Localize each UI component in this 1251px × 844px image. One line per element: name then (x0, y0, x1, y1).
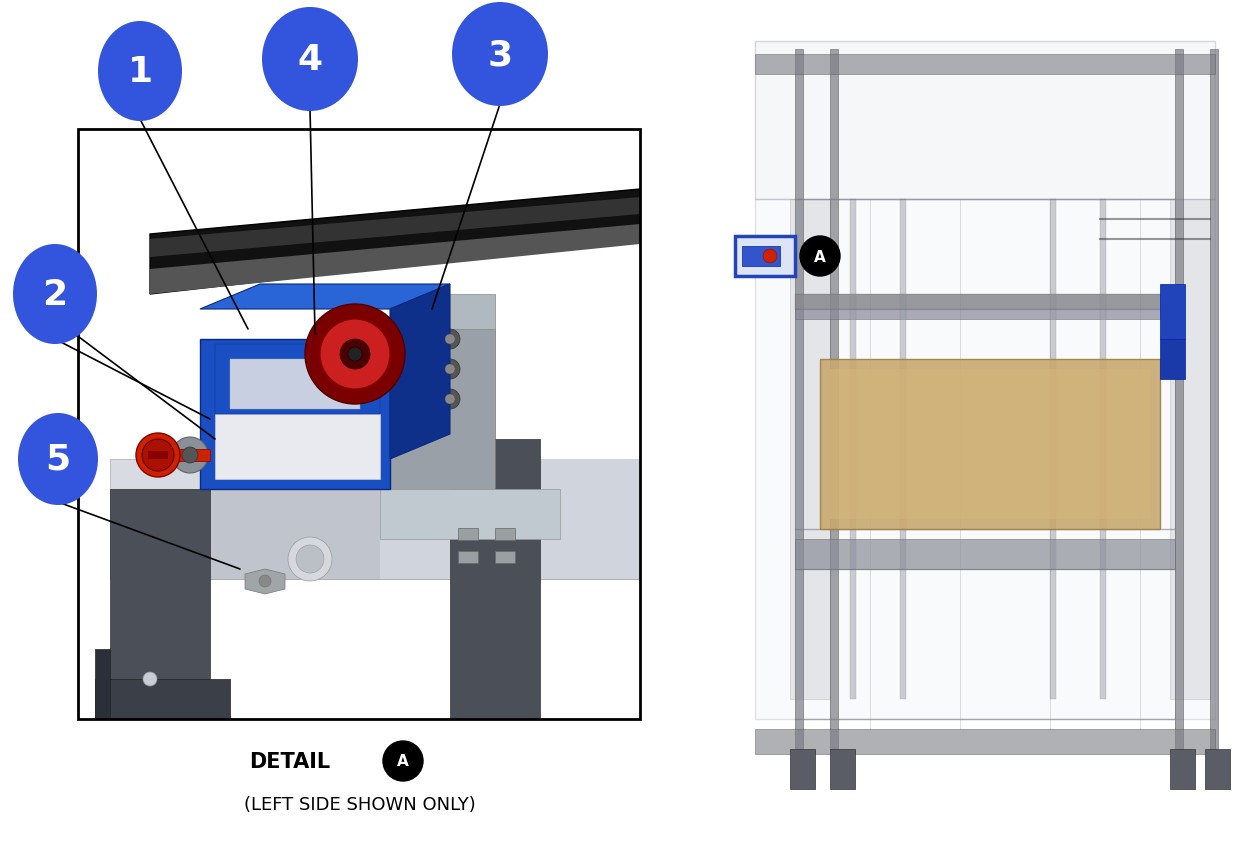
Polygon shape (150, 197, 641, 257)
Polygon shape (495, 551, 515, 563)
Text: (LEFT SIDE SHOWN ONLY): (LEFT SIDE SHOWN ONLY) (244, 795, 475, 813)
Circle shape (259, 576, 271, 587)
Polygon shape (756, 42, 1215, 200)
Polygon shape (1170, 200, 1210, 699)
Text: 3: 3 (488, 38, 513, 72)
Polygon shape (245, 570, 285, 594)
Polygon shape (829, 370, 1150, 519)
Circle shape (445, 394, 455, 404)
Polygon shape (794, 295, 1175, 320)
Circle shape (143, 672, 156, 686)
Polygon shape (1210, 50, 1218, 749)
Ellipse shape (18, 414, 98, 506)
Polygon shape (756, 729, 1215, 754)
Circle shape (143, 440, 174, 472)
Polygon shape (736, 236, 794, 277)
Circle shape (799, 236, 839, 277)
Circle shape (296, 545, 324, 573)
Polygon shape (756, 55, 1215, 75)
Circle shape (305, 305, 405, 404)
Polygon shape (215, 344, 380, 414)
Bar (78, 130, 641, 719)
Polygon shape (380, 490, 560, 539)
Polygon shape (495, 528, 515, 540)
Circle shape (440, 390, 460, 409)
Polygon shape (450, 440, 540, 719)
Polygon shape (756, 200, 1215, 719)
Polygon shape (230, 360, 360, 409)
Polygon shape (110, 490, 210, 699)
Circle shape (288, 538, 332, 582)
Text: 4: 4 (298, 43, 323, 77)
Circle shape (340, 339, 370, 370)
Polygon shape (849, 200, 856, 699)
Polygon shape (458, 528, 478, 540)
Polygon shape (165, 450, 210, 462)
Polygon shape (899, 200, 906, 699)
Polygon shape (390, 330, 495, 490)
Text: A: A (397, 754, 409, 769)
Polygon shape (110, 490, 641, 579)
Text: DETAIL: DETAIL (249, 751, 330, 771)
Polygon shape (794, 539, 1175, 570)
Polygon shape (1100, 200, 1106, 699)
Ellipse shape (261, 8, 358, 112)
Circle shape (348, 348, 362, 361)
Polygon shape (794, 50, 803, 749)
Polygon shape (110, 459, 641, 490)
Polygon shape (1205, 749, 1230, 789)
Polygon shape (1175, 50, 1183, 749)
Polygon shape (1160, 339, 1185, 380)
Polygon shape (200, 339, 390, 490)
Polygon shape (150, 190, 641, 295)
Polygon shape (829, 749, 854, 789)
Bar (681, 30, 1235, 819)
Text: 2: 2 (43, 278, 68, 311)
Polygon shape (148, 452, 168, 459)
Polygon shape (1170, 749, 1195, 789)
Circle shape (320, 320, 390, 390)
Polygon shape (390, 284, 450, 459)
Ellipse shape (98, 22, 181, 122)
Circle shape (445, 365, 455, 375)
Circle shape (440, 330, 460, 349)
Circle shape (763, 250, 777, 263)
Polygon shape (215, 414, 380, 479)
Circle shape (171, 437, 208, 473)
Polygon shape (819, 360, 1160, 529)
Text: 1: 1 (128, 55, 153, 89)
Polygon shape (1050, 200, 1056, 699)
Polygon shape (742, 246, 781, 267)
Polygon shape (1160, 284, 1185, 339)
Circle shape (440, 360, 460, 380)
Polygon shape (789, 749, 814, 789)
Polygon shape (789, 200, 829, 699)
Circle shape (383, 741, 423, 781)
Polygon shape (95, 649, 110, 719)
Circle shape (445, 334, 455, 344)
Polygon shape (829, 50, 838, 749)
Polygon shape (150, 225, 641, 295)
Polygon shape (458, 551, 478, 563)
Ellipse shape (13, 245, 98, 344)
Circle shape (181, 447, 198, 463)
Circle shape (136, 434, 180, 478)
Text: A: A (814, 249, 826, 264)
Text: 5: 5 (45, 442, 70, 476)
Polygon shape (390, 295, 495, 330)
Polygon shape (95, 679, 230, 719)
Polygon shape (794, 295, 1175, 310)
Polygon shape (200, 284, 450, 310)
Ellipse shape (452, 3, 548, 107)
Polygon shape (380, 459, 641, 579)
